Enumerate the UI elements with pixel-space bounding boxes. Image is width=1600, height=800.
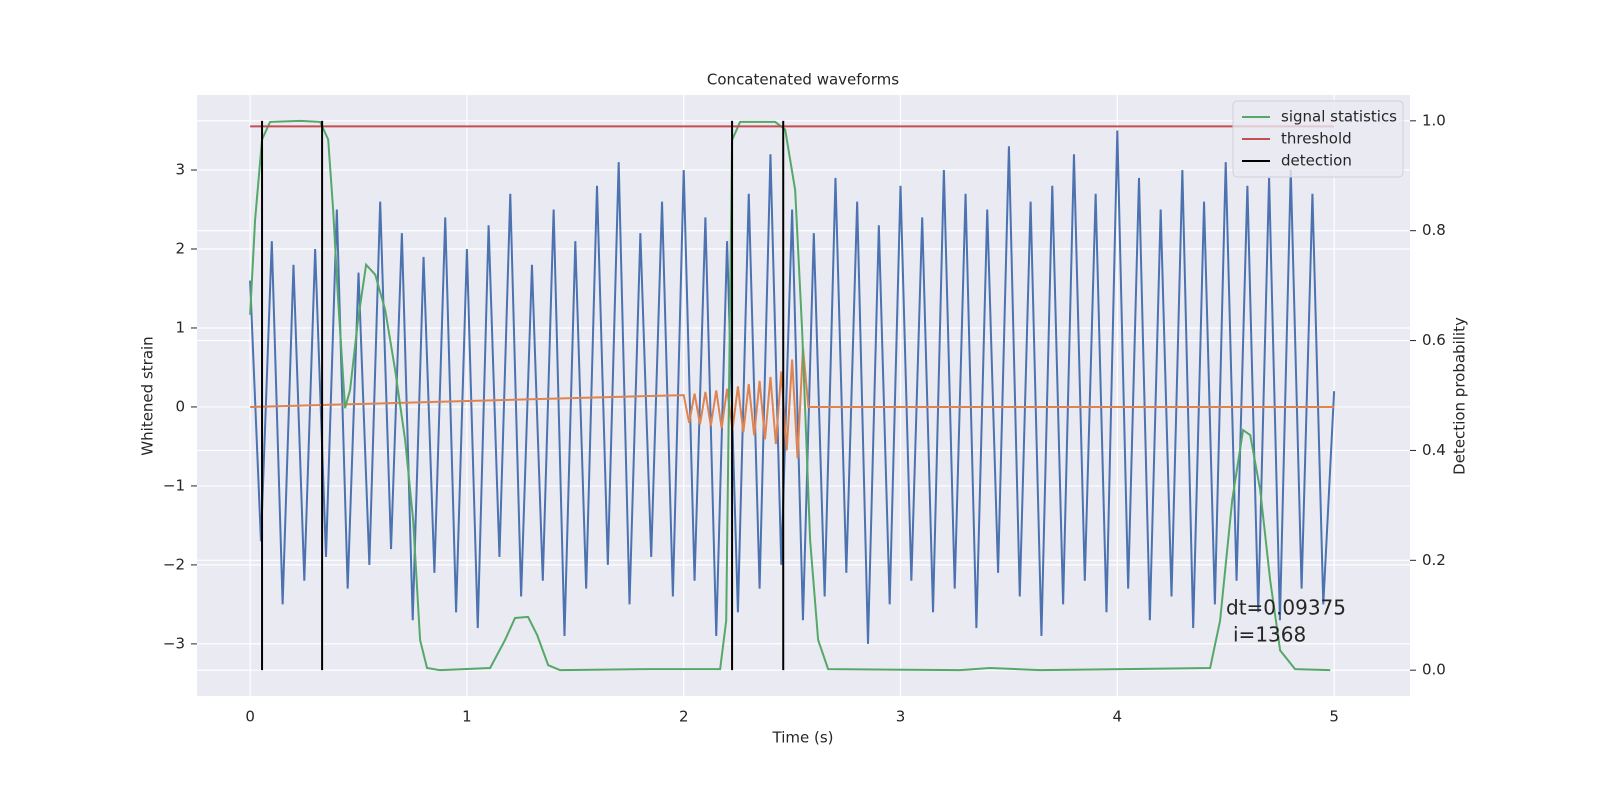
y-tick-label: −2 — [163, 555, 185, 573]
y-tick-label: 3 — [175, 161, 185, 179]
series-line — [249, 130, 1336, 644]
x-tick-label: 4 — [1113, 708, 1123, 726]
x-axis-label: Time (s) — [772, 729, 834, 747]
plot — [249, 119, 1336, 672]
y2-tick-label: 0.4 — [1422, 441, 1446, 459]
legend-label: detection — [1281, 152, 1352, 170]
legend-label: signal statistics — [1281, 108, 1397, 126]
y-tick-label: 1 — [175, 318, 185, 336]
y2-tick-label: 1.0 — [1422, 111, 1446, 129]
x-tick-label: 5 — [1329, 708, 1339, 726]
y2-tick-label: 0.8 — [1422, 221, 1446, 239]
legend-label: threshold — [1281, 130, 1352, 148]
x-tick-label: 0 — [245, 708, 255, 726]
y-tick-label: 0 — [175, 397, 185, 415]
y2-axis-label: Detection probability — [1451, 317, 1469, 475]
chart-title: Concatenated waveforms — [707, 71, 899, 89]
y-tick-label: 2 — [175, 240, 185, 258]
y-tick-label: −3 — [163, 634, 185, 652]
series-line — [249, 119, 1331, 672]
x-tick-label: 1 — [462, 708, 472, 726]
y2-tick-label: 0.2 — [1422, 551, 1446, 569]
y2-tick-label: 0.6 — [1422, 331, 1446, 349]
x-tick-label: 2 — [679, 708, 689, 726]
x-tick-label: 3 — [896, 708, 906, 726]
y2-tick-label: 0.0 — [1422, 661, 1446, 679]
series-line — [250, 347, 1335, 459]
annotation: dt=0.09375 — [1226, 596, 1346, 620]
legend-box — [1232, 100, 1404, 178]
y-axis-label: Whitened strain — [139, 336, 157, 455]
y-tick-label: −1 — [163, 476, 185, 494]
annotation: i=1368 — [1233, 623, 1306, 647]
